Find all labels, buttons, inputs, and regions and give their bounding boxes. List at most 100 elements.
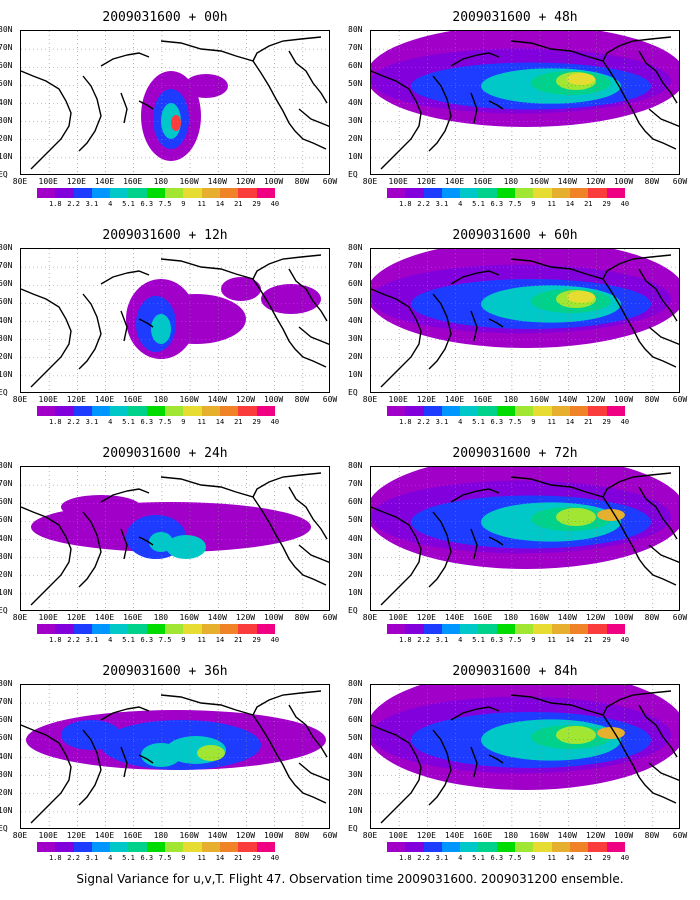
colorbar-label: 7.5	[508, 854, 522, 862]
coastline	[470, 746, 478, 778]
lat-label: 10N	[348, 587, 363, 597]
colorbar-swatch	[533, 624, 552, 634]
lat-label: 50N	[0, 733, 13, 743]
colorbar-label: 5.1	[472, 200, 485, 208]
colorbar-swatch	[423, 188, 442, 198]
lon-label: 140E	[444, 831, 465, 840]
variance-contour	[171, 115, 181, 131]
colorbar-swatch	[128, 188, 147, 198]
colorbar-swatch	[37, 624, 56, 634]
map-area	[20, 30, 330, 175]
colorbar-label: 6.3	[490, 854, 504, 862]
coastline	[488, 754, 504, 764]
lat-label: 50N	[0, 297, 13, 307]
lon-label: 160E	[123, 177, 143, 186]
lat-label: 50N	[0, 515, 13, 525]
colorbar-label: 11	[197, 418, 206, 426]
lat-label: 50N	[0, 79, 13, 89]
lat-label: 80N	[348, 243, 363, 252]
coastline	[450, 52, 500, 67]
map-panel: 2009031600 + 24h 80N 70N 60N 50N 40N 30N 20N 10N…	[0, 436, 337, 646]
map-area	[20, 684, 330, 829]
lon-label: 120E	[416, 831, 436, 840]
figure-caption: Signal Variance for u,v,T. Flight 47. Ob…	[76, 872, 624, 886]
panel-title: 2009031600 + 36h	[102, 664, 228, 679]
colorbar-label: 3.1	[85, 854, 99, 862]
lon-label: 160W	[529, 613, 549, 622]
lat-label: 60N	[0, 497, 13, 507]
colorbar-label: 9	[531, 636, 536, 644]
lon-label: 80W	[644, 831, 660, 840]
coastline	[450, 488, 500, 503]
lon-label: 160W	[179, 177, 199, 186]
colorbar-swatch	[387, 188, 406, 198]
lat-label: EQ	[0, 824, 8, 833]
coastline	[120, 92, 128, 124]
colorbar-label: 6.3	[140, 418, 154, 426]
colorbar-swatch	[551, 624, 570, 634]
colorbar-swatch	[146, 188, 166, 198]
colorbar-label: 7.5	[158, 636, 172, 644]
colorbar	[387, 188, 625, 198]
lon-label: 160E	[123, 613, 143, 622]
colorbar-swatch	[201, 624, 220, 634]
lat-label: 50N	[348, 297, 363, 307]
colorbar-swatch	[588, 624, 607, 634]
colorbar-label: 21	[234, 854, 243, 862]
lat-label: 20N	[0, 569, 13, 579]
map-panel: 2009031600 + 12h 80N 70N 60N 50N 40N 30N 20N 10N…	[0, 218, 337, 428]
coastline	[288, 486, 328, 540]
colorbar-swatch	[533, 406, 552, 416]
colorbar-label: 7.5	[158, 854, 172, 862]
lon-label: 180	[503, 831, 519, 840]
colorbar-label: 2.2	[417, 418, 430, 426]
lat-label: 80N	[0, 679, 13, 688]
colorbar-label: 1.8	[398, 418, 412, 426]
lon-label: 120W	[235, 395, 256, 404]
lon-label: 80E	[362, 831, 378, 840]
colorbar-label: 4	[108, 636, 113, 644]
colorbar-swatch	[405, 188, 424, 198]
colorbar-swatch	[405, 842, 424, 852]
colorbar-swatch	[387, 624, 406, 634]
colorbar-swatch	[515, 842, 534, 852]
colorbar-swatch	[569, 188, 589, 198]
lon-label: 60W	[672, 177, 688, 186]
colorbar-label: 6.3	[140, 200, 154, 208]
lon-label: 100W	[613, 395, 634, 404]
colorbar-swatch	[238, 624, 257, 634]
colorbar-swatch	[201, 842, 220, 852]
colorbar-swatch	[73, 406, 92, 416]
map-area	[370, 30, 680, 175]
coastline	[21, 506, 72, 606]
lat-label: 30N	[348, 115, 363, 125]
colorbar-swatch	[37, 406, 56, 416]
lon-label: 100W	[263, 613, 284, 622]
variance-contour	[166, 535, 206, 559]
colorbar-label: 9	[181, 418, 186, 426]
lat-label: 80N	[348, 461, 363, 470]
coastline	[602, 472, 672, 498]
lat-label: 10N	[0, 805, 13, 815]
variance-contour	[597, 509, 625, 521]
map-area	[370, 684, 680, 829]
map-panel: 2009031600 + 36h 80N 70N 60N 50N 40N 30N 20N 10N…	[0, 654, 337, 864]
lon-label: 100E	[388, 177, 408, 186]
lat-label: 40N	[348, 97, 363, 107]
coastline	[252, 690, 322, 716]
colorbar-label: 3.1	[435, 418, 449, 426]
colorbar-swatch	[238, 842, 257, 852]
coastline	[510, 40, 677, 150]
coastline	[21, 288, 72, 388]
variance-contour	[556, 508, 596, 526]
lat-label: 10N	[348, 805, 363, 815]
colorbar-swatch	[73, 624, 92, 634]
colorbar-label: 6.3	[490, 200, 504, 208]
colorbar-swatch	[441, 842, 461, 852]
colorbar-label: 1.8	[48, 854, 62, 862]
lat-label: 30N	[0, 115, 13, 125]
colorbar-swatch	[146, 842, 166, 852]
lat-label: EQ	[348, 170, 358, 179]
coastline	[450, 270, 500, 285]
lat-label: EQ	[0, 170, 8, 179]
